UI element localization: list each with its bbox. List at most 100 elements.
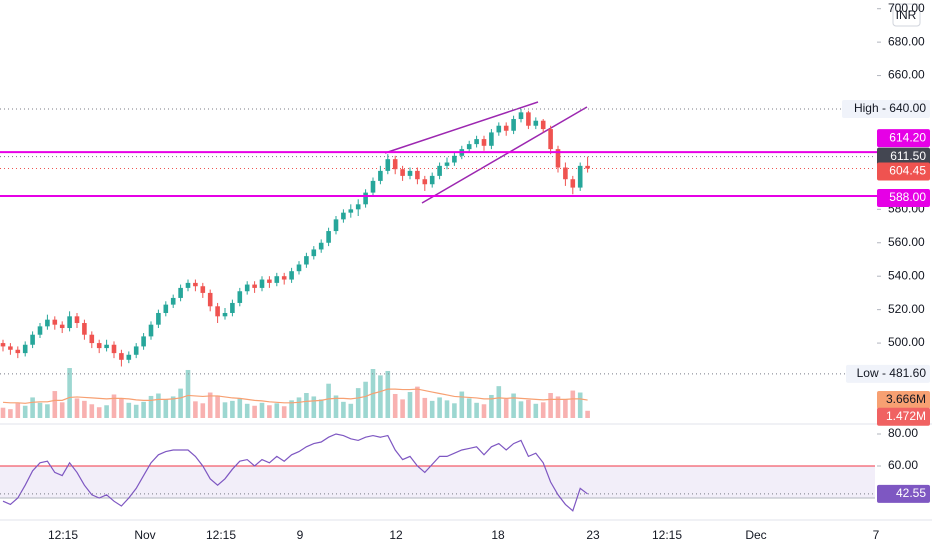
y-tick-label: 520.00 xyxy=(888,302,925,316)
x-tick-label: 12:15 xyxy=(48,528,78,542)
close-label-bg xyxy=(877,162,930,181)
volume-bar xyxy=(318,399,324,418)
volume-bar xyxy=(45,404,50,418)
current-label: 611.50 xyxy=(890,149,926,163)
candle-body xyxy=(474,139,479,145)
candle-body xyxy=(518,112,524,120)
candle-body xyxy=(481,139,487,146)
volume-bar xyxy=(570,390,576,418)
candle-body xyxy=(341,212,346,220)
candle-body xyxy=(185,282,191,288)
candle-body xyxy=(267,279,272,283)
current-label-bg xyxy=(877,147,930,166)
volume-bar xyxy=(30,397,35,418)
volume-bar xyxy=(407,392,413,418)
x-tick-label: Dec xyxy=(745,528,766,542)
candle-body xyxy=(326,231,331,243)
candle-body xyxy=(452,155,457,163)
volume-bar xyxy=(22,405,28,418)
volume-bar xyxy=(518,401,524,418)
candle-body xyxy=(444,162,450,166)
volume-bar xyxy=(437,397,442,418)
volume-bar xyxy=(207,392,213,418)
candle-body xyxy=(37,326,43,335)
candle-body xyxy=(59,324,65,329)
volume-bar xyxy=(392,393,398,418)
rsi-line xyxy=(2,433,588,512)
volume-bar xyxy=(533,403,539,418)
y-tick-label: 680.00 xyxy=(888,34,925,48)
volume-bar xyxy=(540,402,546,418)
rsi-tick-label: 60.00 xyxy=(888,458,918,472)
candle-body xyxy=(407,170,413,176)
candle-body xyxy=(74,316,80,324)
volume-bar xyxy=(563,399,568,418)
volume-bar xyxy=(141,401,146,418)
volume-bar xyxy=(59,402,65,418)
x-tick-label: 18 xyxy=(491,528,505,542)
volume-bar xyxy=(363,381,368,418)
volume-bar xyxy=(15,403,21,418)
volume-bar xyxy=(511,393,516,418)
candle-body xyxy=(577,165,583,188)
volume-ma-label: 3.666M xyxy=(886,392,926,406)
volume-bar xyxy=(415,386,420,418)
candle-body xyxy=(548,129,553,150)
candle-body xyxy=(540,120,546,130)
volume-bar xyxy=(119,398,124,418)
candle-body xyxy=(200,286,206,293)
volume-ma xyxy=(2,388,588,404)
candle-body xyxy=(156,312,161,325)
volume-bar xyxy=(281,406,287,418)
x-tick-label: 9 xyxy=(297,528,304,542)
candle-body xyxy=(363,192,368,205)
volume-bar xyxy=(185,369,191,418)
candle-body xyxy=(178,287,183,298)
volume-bar xyxy=(37,402,43,418)
candle-body xyxy=(259,279,265,288)
candle-body xyxy=(526,112,531,126)
candle-body xyxy=(348,209,354,213)
volume-bar xyxy=(466,398,472,418)
volume-bar xyxy=(230,400,235,418)
volume-bar xyxy=(526,399,531,418)
candle-body xyxy=(466,144,472,150)
candle-body xyxy=(496,125,502,133)
rsi-tick-label: 80.00 xyxy=(888,426,918,440)
candle-body xyxy=(570,179,576,188)
currency-box[interactable] xyxy=(892,3,921,27)
candle-body xyxy=(0,343,6,347)
level-label: 588.00 xyxy=(889,190,926,204)
volume-bar xyxy=(96,407,102,418)
volume-bar xyxy=(193,401,198,418)
y-tick-label: 700.00 xyxy=(888,1,925,15)
candle-body xyxy=(585,165,590,169)
volume-bar xyxy=(355,388,361,418)
candle-body xyxy=(489,132,494,146)
volume-bar xyxy=(252,405,257,418)
candle-body xyxy=(15,349,21,354)
channel-upper xyxy=(384,101,539,154)
y-tick-label: 660.00 xyxy=(888,68,925,82)
candle-body xyxy=(126,354,132,360)
volume-bar xyxy=(111,394,117,418)
candle-body xyxy=(437,165,442,176)
volume-bar xyxy=(89,404,95,418)
y-tick-label: 560.00 xyxy=(888,235,925,249)
candle-body xyxy=(503,125,509,131)
candle-body xyxy=(318,242,324,250)
level-label: 614.20 xyxy=(889,130,926,144)
volume-bar xyxy=(474,402,479,418)
candle-body xyxy=(533,120,539,126)
volume-bar xyxy=(170,396,176,418)
volume-bar xyxy=(237,398,243,418)
volume-bar xyxy=(496,386,502,418)
volume-bar xyxy=(503,398,509,418)
volume-bar xyxy=(296,397,302,418)
x-tick-label: 7 xyxy=(873,528,880,542)
candle-body xyxy=(555,149,561,168)
candle-body xyxy=(415,170,420,180)
volume-bar xyxy=(348,403,354,418)
volume-bar xyxy=(326,383,331,418)
